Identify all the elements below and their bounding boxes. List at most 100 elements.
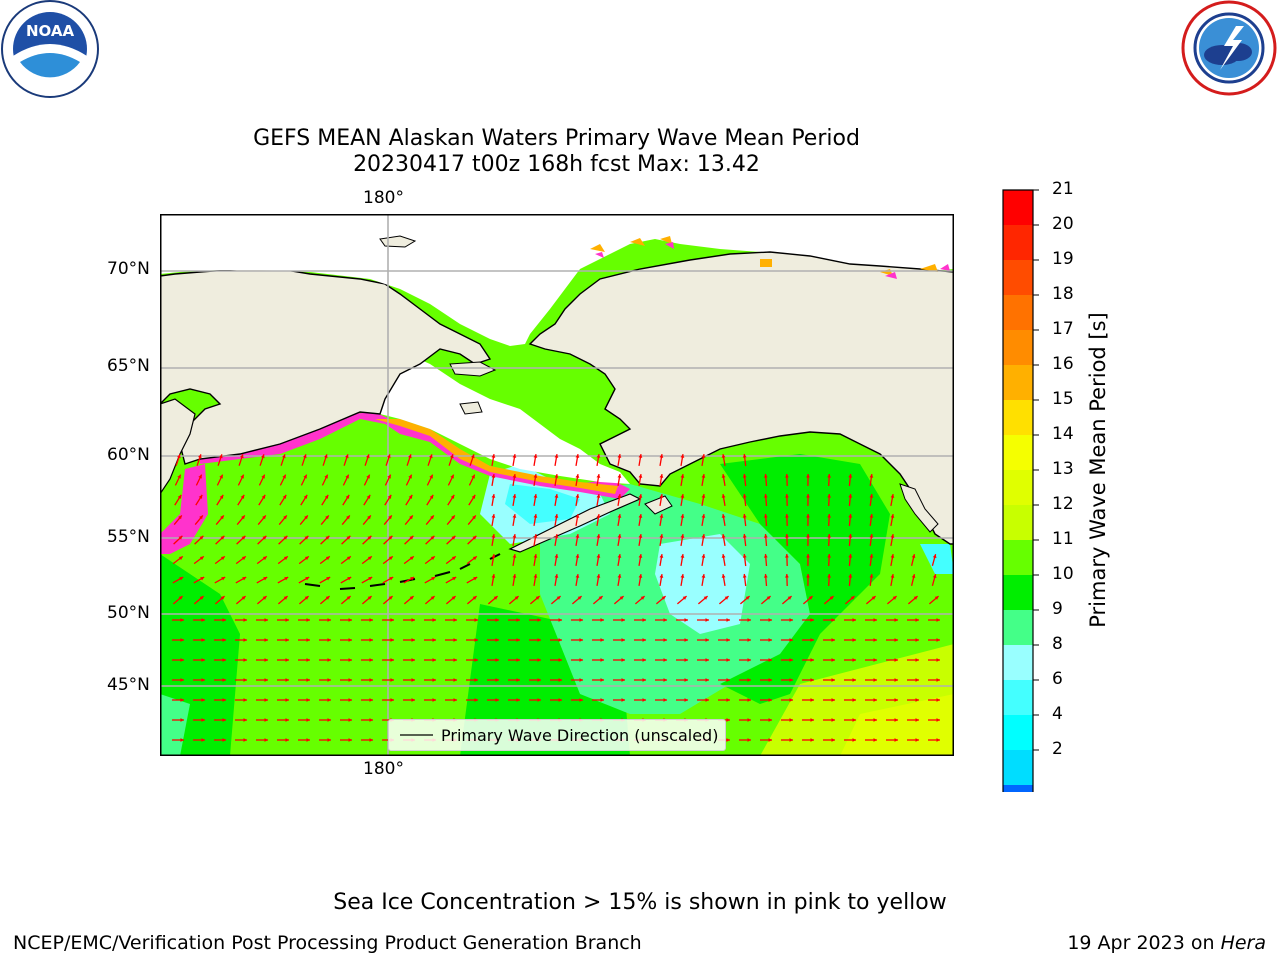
wave-arrow-head	[894, 658, 898, 662]
wave-arrow-head	[934, 596, 939, 600]
wave-arrow-head	[831, 658, 835, 662]
wave-arrow-head	[558, 658, 562, 662]
footer-right: 19 Apr 2023 on Hera	[1067, 932, 1266, 954]
wave-arrow-head	[177, 494, 182, 499]
wave-arrow-head	[638, 574, 643, 578]
wave-arrow-head	[890, 534, 895, 538]
wave-arrow-head	[894, 738, 898, 742]
wave-arrow-head	[243, 738, 247, 742]
wave-arrow-head	[869, 494, 874, 498]
wave-arrow-head	[516, 618, 520, 622]
wave-arrow-head	[327, 738, 331, 742]
wave-arrow-head	[201, 618, 205, 622]
wave-arrow-head	[264, 618, 268, 622]
wave-arrow-head	[201, 738, 205, 742]
wave-arrow-head	[512, 474, 517, 478]
wave-arrow-head	[348, 738, 352, 742]
wave-arrow-head	[663, 658, 667, 662]
wave-arrow-head	[742, 574, 747, 578]
wave-arrow-head	[659, 474, 664, 478]
wave-arrow-head	[932, 554, 937, 559]
wave-arrow-head	[306, 698, 310, 702]
wave-arrow-head	[199, 556, 204, 561]
wave-arrow-head	[409, 596, 414, 600]
wave-arrow-head	[408, 494, 413, 499]
colorbar-tick-label: 10	[1052, 564, 1074, 584]
wave-arrow-head	[596, 474, 601, 478]
wave-arrow-head	[680, 534, 685, 538]
wave-arrow-head	[514, 596, 519, 600]
wave-arrow-head	[388, 596, 393, 600]
wave-arrow-head	[408, 474, 412, 479]
wave-arrow-head	[575, 514, 580, 518]
wave-arrow-head	[512, 494, 517, 498]
wave-arrow-head	[369, 618, 373, 622]
colorbar-tick-label: 15	[1052, 389, 1074, 409]
wave-arrow-head	[243, 698, 247, 702]
colorbar-segment	[1003, 260, 1033, 295]
wave-arrow-head	[617, 554, 622, 558]
wave-arrow-head	[831, 678, 835, 682]
wave-arrow-head	[936, 618, 940, 622]
wave-arrow-head	[472, 535, 477, 540]
wave-arrow-head	[766, 596, 771, 600]
legend-line-icon	[400, 734, 433, 736]
sea-ice-west	[160, 464, 208, 554]
wave-arrow-head	[621, 678, 625, 682]
wave-arrow-head	[327, 618, 331, 622]
wave-arrow-head	[411, 698, 415, 702]
wave-arrow-head	[390, 658, 394, 662]
wave-arrow-head	[283, 535, 288, 540]
colorbar-tick-label: 6	[1052, 669, 1063, 689]
wave-arrow-head	[409, 556, 414, 561]
wave-arrow-head	[262, 596, 267, 600]
wave-arrow-head	[785, 514, 789, 518]
wave-arrow-head	[472, 596, 477, 600]
wave-arrow-head	[726, 678, 730, 682]
wave-arrow-head	[915, 698, 919, 702]
wave-arrow-head	[768, 698, 772, 702]
wave-arrow-head	[366, 454, 370, 459]
wave-arrow-head	[554, 574, 559, 578]
wave-arrow-head	[936, 638, 940, 642]
wave-arrow-head	[617, 474, 622, 478]
colorbar-tick-label: 17	[1052, 319, 1074, 339]
wave-arrow-head	[304, 515, 308, 520]
wave-arrow-head	[873, 618, 877, 622]
wave-arrow-head	[747, 718, 751, 722]
lat-label-45: 45°N	[107, 675, 150, 695]
wave-arrow-head	[827, 474, 831, 478]
wave-arrow-head	[726, 658, 730, 662]
wave-arrow-head	[831, 638, 835, 642]
colorbar-segment	[1003, 330, 1033, 365]
wave-arrow-head	[579, 698, 583, 702]
wave-arrow-head	[890, 494, 895, 498]
wave-arrow-head	[180, 678, 184, 682]
wave-arrow-head	[222, 718, 226, 722]
wave-arrow-head	[222, 738, 226, 742]
wave-arrow-head	[367, 535, 372, 540]
wave-arrow-head	[261, 474, 265, 479]
wave-arrow-head	[451, 515, 455, 520]
wave-arrow-head	[869, 574, 874, 578]
wave-arrow-head	[243, 658, 247, 662]
wave-arrow-head	[558, 678, 562, 682]
colorbar-segment	[1003, 785, 1033, 792]
wave-arrow-head	[389, 577, 394, 581]
noaa-logo: NOAA	[0, 0, 104, 100]
wave-arrow-head	[325, 556, 330, 561]
wave-arrow-head	[346, 596, 351, 600]
colorbar-tick-label: 2	[1052, 739, 1063, 759]
wave-arrow-head	[411, 658, 415, 662]
wave-arrow-head	[199, 596, 204, 600]
wave-arrow-head	[724, 596, 729, 600]
wave-arrow-head	[806, 554, 810, 558]
wave-arrow-head	[747, 678, 751, 682]
wave-arrow-head	[680, 514, 685, 518]
wave-arrow-head	[915, 678, 919, 682]
wave-arrow-head	[848, 474, 853, 478]
wave-arrow-head	[575, 494, 580, 498]
wave-arrow-head	[810, 678, 814, 682]
wave-arrow-head	[180, 638, 184, 642]
colorbar-tick-label: 12	[1052, 494, 1074, 514]
